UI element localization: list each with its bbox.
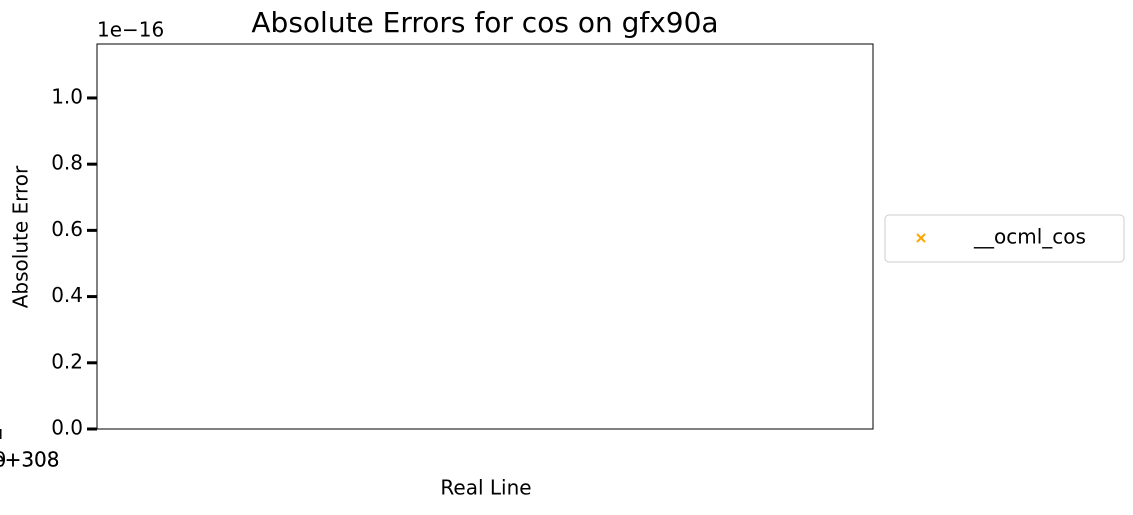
y-axis-label: Absolute Error xyxy=(9,165,33,308)
legend-label: __ocml_cos xyxy=(973,225,1086,249)
x-axis-label: Real Line xyxy=(440,476,531,500)
x-tick-label: -1.80e+308 xyxy=(0,448,59,472)
y-tick-label: 0.8 xyxy=(51,151,83,175)
y-tick-label: 0.6 xyxy=(51,217,83,241)
y-tick-label: 0.2 xyxy=(51,349,83,373)
plot-frame xyxy=(96,43,874,430)
legend-marker xyxy=(916,233,926,243)
x-tick-label: -1.80e+308 xyxy=(0,448,59,472)
y-offset-label: 1e−16 xyxy=(97,18,164,42)
legend-box xyxy=(884,214,1125,263)
chart-title: Absolute Errors for cos on gfx90a xyxy=(251,6,718,39)
y-tick-label: 1.0 xyxy=(51,84,83,108)
y-tick-label: 0.4 xyxy=(51,283,83,307)
y-tick-label: 0.0 xyxy=(51,416,83,440)
x-tick-label: 0 xyxy=(0,448,6,472)
